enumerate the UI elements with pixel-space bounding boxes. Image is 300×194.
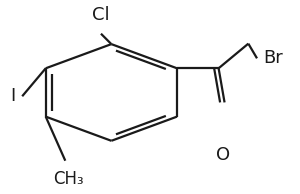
- Text: Br: Br: [263, 49, 283, 67]
- Text: Cl: Cl: [92, 6, 110, 24]
- Text: CH₃: CH₃: [53, 170, 84, 188]
- Text: I: I: [10, 87, 16, 105]
- Text: O: O: [216, 146, 230, 164]
